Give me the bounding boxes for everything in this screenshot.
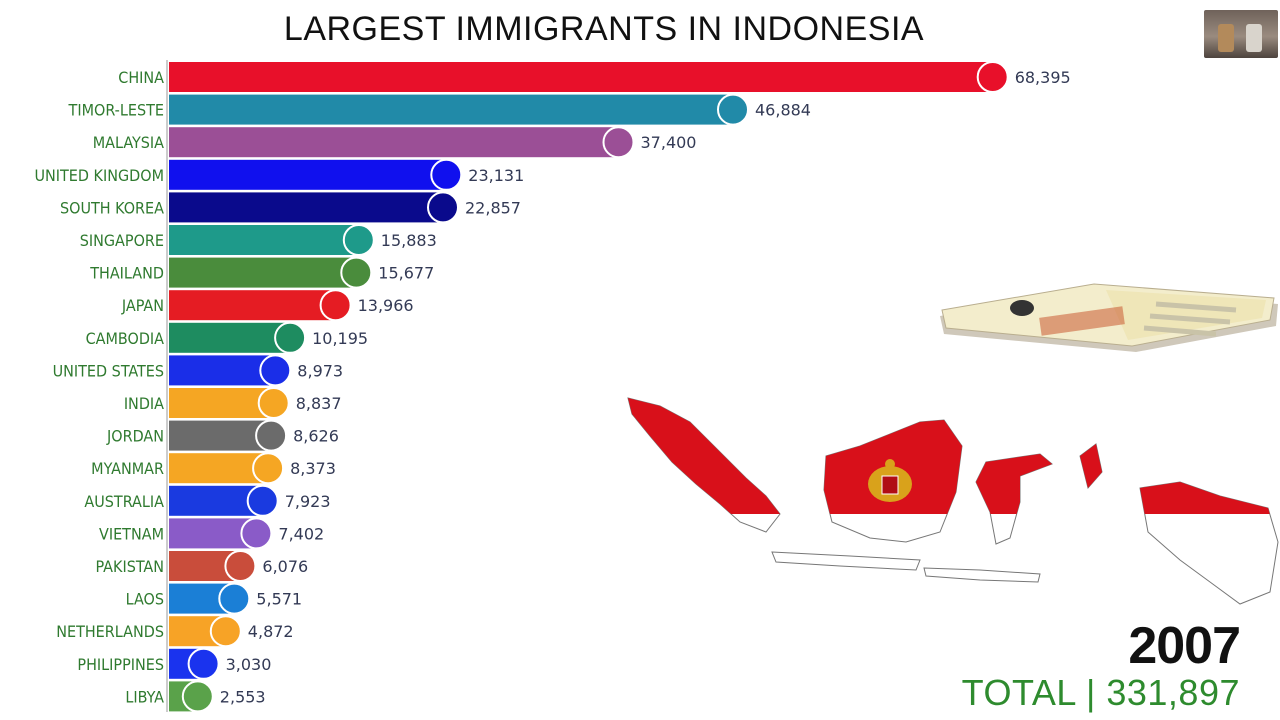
category-label: PAKISTAN <box>96 557 164 576</box>
category-label: MALAYSIA <box>93 133 164 152</box>
passport-icon <box>940 283 1278 352</box>
flag-icon-malaysia <box>602 126 635 159</box>
bar-malaysia <box>169 127 621 158</box>
category-label: LIBYA <box>125 687 164 706</box>
flag-icon-india <box>257 387 290 419</box>
flag-icon-south-korea <box>427 191 459 224</box>
flag-icon-australia <box>246 484 279 517</box>
flag-icon-jordan <box>255 419 288 452</box>
category-label: INDIA <box>124 394 164 413</box>
bar-timor-leste <box>169 94 735 125</box>
value-label: 7,923 <box>285 492 331 511</box>
flag-icon-united-states <box>259 354 292 387</box>
figure-left <box>1218 24 1234 52</box>
category-label: SINGAPORE <box>80 231 164 250</box>
category-label: UNITED KINGDOM <box>34 166 164 185</box>
figure-right <box>1246 24 1262 52</box>
category-label: MYANMAR <box>91 459 164 478</box>
category-label: VIETNAM <box>99 524 164 543</box>
bars-group: CHINA 68,395 TIMOR-LESTE 46,884 MALAYSIA 37,4… <box>34 61 1071 713</box>
value-label: 2,553 <box>220 687 266 706</box>
value-label: 23,131 <box>468 166 524 185</box>
value-label: 46,884 <box>755 101 811 120</box>
flag-icon-timor-leste <box>717 93 749 126</box>
bar-south-korea <box>169 192 445 223</box>
value-label: 68,395 <box>1015 68 1071 87</box>
chart-title: LARGEST IMMIGRANTS IN INDONESIA <box>283 10 925 48</box>
category-label: AUSTRALIA <box>84 492 164 511</box>
bar-chart: CHINA 68,395 TIMOR-LESTE 46,884 MALAYSIA 37,4… <box>34 60 1071 713</box>
bar-singapore <box>169 225 361 255</box>
flag-icon-united-kingdom <box>430 158 463 191</box>
flag-icon-libya <box>181 680 214 713</box>
flag-icon-china <box>976 61 1009 93</box>
value-label: 15,677 <box>378 264 434 283</box>
bar-united-states <box>169 355 278 386</box>
bar-thailand <box>169 257 359 288</box>
flag-icon-netherlands <box>209 615 242 648</box>
bar-japan <box>169 290 338 321</box>
category-label: CAMBODIA <box>86 329 165 348</box>
bar-cambodia <box>169 322 293 353</box>
value-label: 8,373 <box>290 459 336 478</box>
value-label: 8,973 <box>297 361 343 380</box>
value-label: 13,966 <box>358 296 414 315</box>
indonesia-map <box>627 397 1279 605</box>
value-label: 3,030 <box>226 655 272 674</box>
channel-thumbnail[interactable] <box>1204 10 1278 58</box>
category-label: TIMOR-LESTE <box>68 101 164 120</box>
garuda-emblem-icon <box>868 459 912 502</box>
category-label: JORDAN <box>106 427 164 446</box>
total-counter: TOTAL | 331,897 <box>961 672 1240 713</box>
category-label: JAPAN <box>121 296 164 315</box>
flag-icon-cambodia <box>274 321 307 354</box>
flag-icon-singapore <box>342 224 375 256</box>
category-label: NETHERLANDS <box>56 622 164 641</box>
flag-icon-philippines <box>187 647 220 680</box>
bar-china <box>169 62 995 92</box>
value-label: 6,076 <box>262 557 308 576</box>
category-label: THAILAND <box>89 264 164 283</box>
value-label: 4,872 <box>248 622 294 641</box>
year-indicator: 2007 <box>1128 617 1241 675</box>
bar-united-kingdom <box>169 159 449 190</box>
flag-icon-laos <box>218 582 251 615</box>
value-label: 10,195 <box>312 329 368 348</box>
category-label: PHILIPPINES <box>77 655 164 674</box>
flag-icon-japan <box>319 289 352 322</box>
category-label: SOUTH KOREA <box>60 198 164 217</box>
category-label: UNITED STATES <box>53 361 164 380</box>
value-label: 8,626 <box>293 427 339 446</box>
value-label: 5,571 <box>256 590 302 609</box>
value-label: 15,883 <box>381 231 437 250</box>
flag-icon-myanmar <box>252 452 285 485</box>
value-label: 7,402 <box>278 524 324 543</box>
category-label: LAOS <box>126 590 164 609</box>
category-label: CHINA <box>118 68 164 87</box>
flag-icon-thailand <box>340 256 373 289</box>
flag-icon-pakistan <box>224 550 257 582</box>
flag-icon-vietnam <box>240 517 273 550</box>
value-label: 22,857 <box>465 198 521 217</box>
value-label: 37,400 <box>641 133 697 152</box>
value-label: 8,837 <box>296 394 342 413</box>
